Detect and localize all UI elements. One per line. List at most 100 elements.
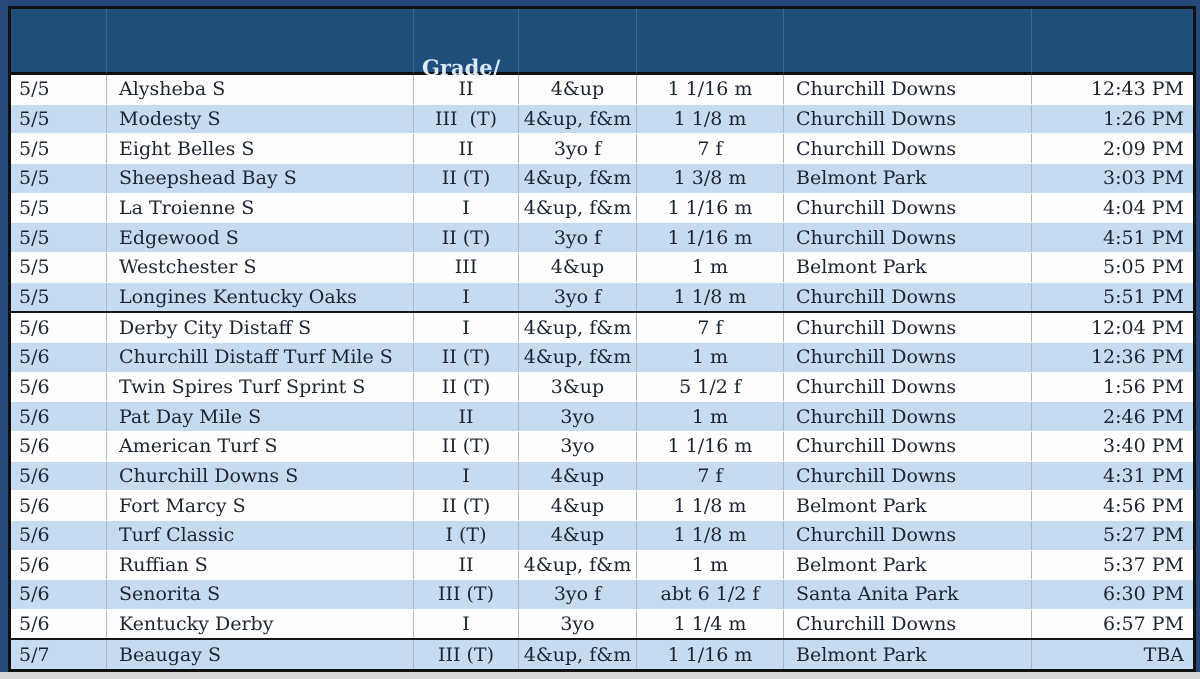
table-body: 5/5 Alysheba S II 4&up 1 1/16 m Churchil… [11, 75, 1193, 670]
cell-date: 5/5 [19, 196, 50, 219]
cell-track: Churchill Downs [783, 609, 1031, 639]
cell-race: Alysheba S [106, 75, 413, 104]
cell-track: Churchill Downs [783, 342, 1031, 372]
cell-age-sex: 4&up [518, 75, 636, 104]
table-row: 5/5 Eight Belles S II 3yo f 7 f Churchil… [11, 133, 1193, 163]
cell-grade-surface: III [413, 252, 518, 282]
cell-age-sex: 4&up [518, 491, 636, 520]
cell-age-sex: 4&up [518, 252, 636, 282]
cell-race: Beaugay S [106, 640, 413, 670]
cell-date: 5/6 [19, 464, 50, 487]
cell-grade-surface: II (T) [413, 491, 518, 520]
cell-grade-surface: III (T) [413, 580, 518, 609]
table-row: 5/7 Beaugay S III (T) 4&up, f&m 1 1/16 m… [11, 638, 1193, 670]
cell-track: Churchill Downs [783, 104, 1031, 134]
cell-age-sex: 3yo f [518, 223, 636, 252]
cell-track: Churchill Downs [783, 75, 1031, 104]
cell-track: Churchill Downs [783, 372, 1031, 402]
cell-time: 1:56 PM [1031, 372, 1193, 402]
cell-date: 5/7 [19, 643, 50, 666]
cell-distance: 1 1/16 m [636, 75, 783, 104]
cell-grade-surface: II [413, 550, 518, 580]
cell-date: 5/6 [19, 613, 50, 636]
cell-date: 5/6 [19, 346, 50, 369]
cell-race: Senorita S [106, 580, 413, 609]
cell-track: Churchill Downs [783, 520, 1031, 550]
cell-age-sex: 3yo [518, 609, 636, 639]
table-header-row: Date Race Grade/ Surface Age/Sex Distanc… [11, 9, 1193, 203]
cell-age-sex: 3yo [518, 402, 636, 431]
cell-race: American Turf S [106, 431, 413, 461]
cell-date: 5/5 [19, 137, 50, 160]
table-row: 5/5 La Troienne S I 4&up, f&m 1 1/16 m C… [11, 192, 1193, 223]
cell-time: 3:40 PM [1031, 431, 1193, 461]
cell-grade-surface: I [413, 609, 518, 639]
cell-age-sex: 4&up, f&m [518, 163, 636, 193]
cell-grade-surface: II [413, 75, 518, 104]
table-row: 5/6 Kentucky Derby I 3yo 1 1/4 m Churchi… [11, 608, 1193, 639]
cell-track: Churchill Downs [783, 282, 1031, 312]
cell-age-sex: 4&up, f&m [518, 550, 636, 580]
cell-date: 5/6 [19, 494, 50, 517]
cell-date: 5/6 [19, 316, 50, 339]
cell-date: 5/5 [19, 226, 50, 249]
table-row: 5/6 Senorita S III (T) 3yo f abt 6 1/2 f… [11, 579, 1193, 609]
cell-date: 5/6 [19, 524, 50, 547]
cell-track: Churchill Downs [783, 402, 1031, 431]
cell-track: Belmont Park [783, 491, 1031, 520]
cell-grade-surface: II (T) [413, 431, 518, 461]
cell-race: Edgewood S [106, 223, 413, 252]
cell-grade-surface: III (T) [413, 640, 518, 670]
cell-track: Belmont Park [783, 252, 1031, 282]
cell-distance: 1 1/8 m [636, 520, 783, 550]
cell-time: 3:03 PM [1031, 163, 1193, 193]
cell-track: Belmont Park [783, 640, 1031, 670]
cell-distance: abt 6 1/2 f [636, 580, 783, 609]
cell-date: 5/5 [19, 285, 50, 308]
cell-grade-surface: II (T) [413, 342, 518, 372]
cell-track: Churchill Downs [783, 193, 1031, 223]
cell-race: Churchill Distaff Turf Mile S [106, 342, 413, 372]
cell-date: 5/6 [19, 583, 50, 606]
cell-race: Eight Belles S [106, 134, 413, 163]
cell-time: 5:51 PM [1031, 282, 1193, 312]
cell-grade-surface: I [413, 313, 518, 342]
cell-age-sex: 3yo f [518, 282, 636, 312]
cell-distance: 7 f [636, 461, 783, 491]
cell-grade-surface: I [413, 193, 518, 223]
cell-age-sex: 4&up [518, 461, 636, 491]
cell-distance: 1 1/16 m [636, 431, 783, 461]
cell-time: 6:57 PM [1031, 609, 1193, 639]
cell-distance: 1 3/8 m [636, 163, 783, 193]
cell-distance: 1 1/16 m [636, 640, 783, 670]
cell-age-sex: 4&up, f&m [518, 193, 636, 223]
cell-age-sex: 3yo [518, 431, 636, 461]
table-row: 5/6 American Turf S II (T) 3yo 1 1/16 m … [11, 430, 1193, 461]
cell-race: Ruffian S [106, 550, 413, 580]
cell-time: 4:04 PM [1031, 193, 1193, 223]
cell-time: TBA [1031, 640, 1193, 670]
cell-time: 12:43 PM [1031, 75, 1193, 104]
cell-race: Pat Day Mile S [106, 402, 413, 431]
cell-date: 5/5 [19, 167, 50, 190]
cell-age-sex: 4&up, f&m [518, 342, 636, 372]
cell-time: 2:46 PM [1031, 402, 1193, 431]
cell-track: Belmont Park [783, 550, 1031, 580]
cell-track: Churchill Downs [783, 223, 1031, 252]
race-schedule-table: Date Race Grade/ Surface Age/Sex Distanc… [8, 6, 1196, 672]
table-row: 5/6 Churchill Downs S I 4&up 7 f Churchi… [11, 460, 1193, 491]
table-row: 5/5 Modesty S III (T) 4&up, f&m 1 1/8 m … [11, 103, 1193, 134]
cell-date: 5/5 [19, 107, 50, 130]
cell-time: 4:56 PM [1031, 491, 1193, 520]
cell-distance: 7 f [636, 134, 783, 163]
cell-date: 5/5 [19, 256, 50, 279]
cell-time: 1:26 PM [1031, 104, 1193, 134]
cell-race: Churchill Downs S [106, 461, 413, 491]
cell-date: 5/5 [19, 78, 50, 101]
cell-date: 5/6 [19, 435, 50, 458]
cell-track: Churchill Downs [783, 313, 1031, 342]
cell-distance: 1 m [636, 252, 783, 282]
cell-time: 12:04 PM [1031, 313, 1193, 342]
cell-distance: 1 m [636, 402, 783, 431]
cell-distance: 7 f [636, 313, 783, 342]
